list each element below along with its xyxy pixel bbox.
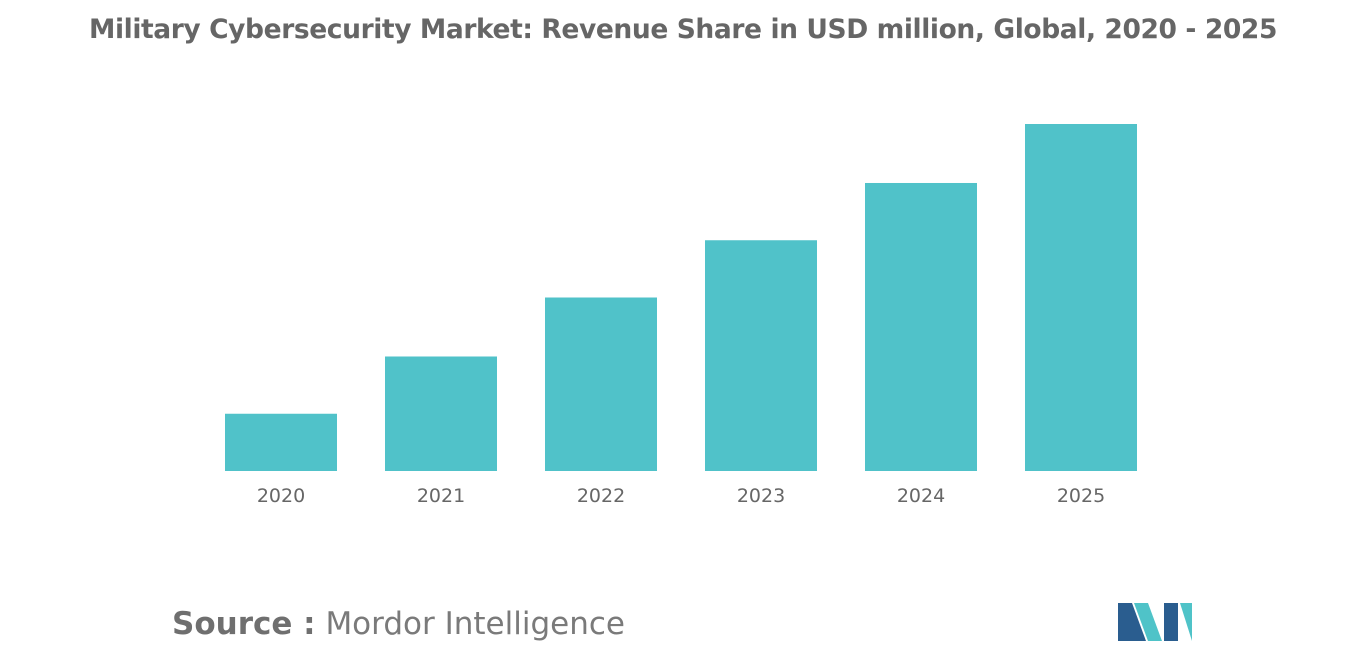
mordor-intelligence-logo-icon xyxy=(1118,603,1192,641)
source-label: Source : xyxy=(172,606,316,642)
bar-2024 xyxy=(865,182,977,472)
x-tick-labels: 2020 2021 2022 2023 2024 2025 xyxy=(257,485,1105,507)
x-tick-label-2024: 2024 xyxy=(897,485,945,507)
source-credit: Source : Mordor Intelligence xyxy=(172,606,625,642)
bar-2020 xyxy=(225,413,337,471)
bar-chart: 2020 2021 2022 2023 2024 2025 xyxy=(225,124,1137,507)
x-tick-label-2023: 2023 xyxy=(737,485,785,507)
bar-2023 xyxy=(705,240,817,471)
bar-2021 xyxy=(385,356,497,471)
source-value: Mordor Intelligence xyxy=(325,606,625,642)
bar-2022 xyxy=(545,297,657,471)
x-tick-label-2025: 2025 xyxy=(1057,485,1105,507)
x-tick-label-2021: 2021 xyxy=(417,485,465,507)
x-tick-label-2022: 2022 xyxy=(577,485,625,507)
x-tick-label-2020: 2020 xyxy=(257,485,305,507)
chart-title: Military Cybersecurity Market: Revenue S… xyxy=(88,14,1277,45)
bar-2025 xyxy=(1025,124,1137,471)
bars-group xyxy=(225,124,1137,472)
